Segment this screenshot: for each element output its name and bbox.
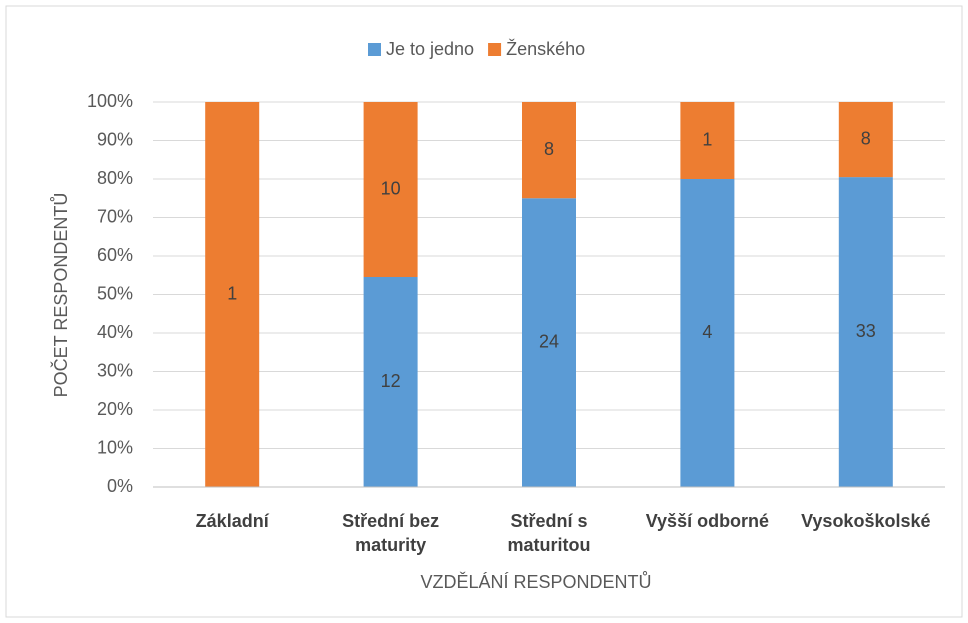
legend-label: Je to jedno — [386, 39, 474, 59]
y-tick-label: 90% — [97, 129, 133, 149]
x-tick-label: Vyšší odborné — [645, 511, 770, 531]
data-label: 8 — [861, 128, 871, 148]
bar-segment — [522, 198, 576, 487]
y-axis-title: POČET RESPONDENTŮ — [50, 193, 71, 398]
y-tick-label: 10% — [97, 437, 133, 457]
data-label: 1 — [227, 283, 237, 303]
chart-frame — [5, 5, 963, 618]
data-label: 10 — [381, 178, 401, 198]
y-tick-label: 30% — [97, 360, 133, 380]
x-axis-title: VZDĚLÁNÍ RESPONDENTŮ — [420, 571, 651, 592]
x-tick-label: Základní — [195, 511, 269, 531]
y-tick-label: 50% — [97, 283, 133, 303]
x-tick-label: Střední s maturitou — [507, 511, 591, 555]
x-tick-label: Střední bez maturity — [342, 511, 440, 555]
y-tick-label: 20% — [97, 399, 133, 419]
y-tick-label: 40% — [97, 322, 133, 342]
y-tick-label: 0% — [107, 476, 133, 496]
x-tick-label: Vysokoškolské — [801, 511, 931, 531]
data-label: 8 — [544, 139, 554, 159]
legend-label: Ženského — [506, 39, 585, 59]
data-label: 33 — [856, 321, 876, 341]
y-tick-label: 80% — [97, 168, 133, 188]
y-tick-label: 60% — [97, 245, 133, 265]
bar-segment — [522, 102, 576, 199]
bar-segment — [205, 102, 260, 487]
data-label: 4 — [702, 322, 712, 342]
data-label: 1 — [702, 129, 712, 149]
legend-swatch — [368, 43, 381, 56]
data-label: 24 — [539, 331, 559, 351]
bar-segment — [680, 179, 735, 487]
y-tick-label: 100% — [87, 91, 133, 111]
bar-segment — [363, 277, 418, 487]
data-label: 12 — [381, 371, 401, 391]
bar-segment — [838, 177, 893, 487]
bar-segment — [838, 102, 893, 178]
bar-segment — [363, 102, 418, 277]
bar-segment — [680, 102, 735, 179]
legend-swatch — [488, 43, 502, 56]
y-tick-label: 70% — [97, 206, 133, 226]
